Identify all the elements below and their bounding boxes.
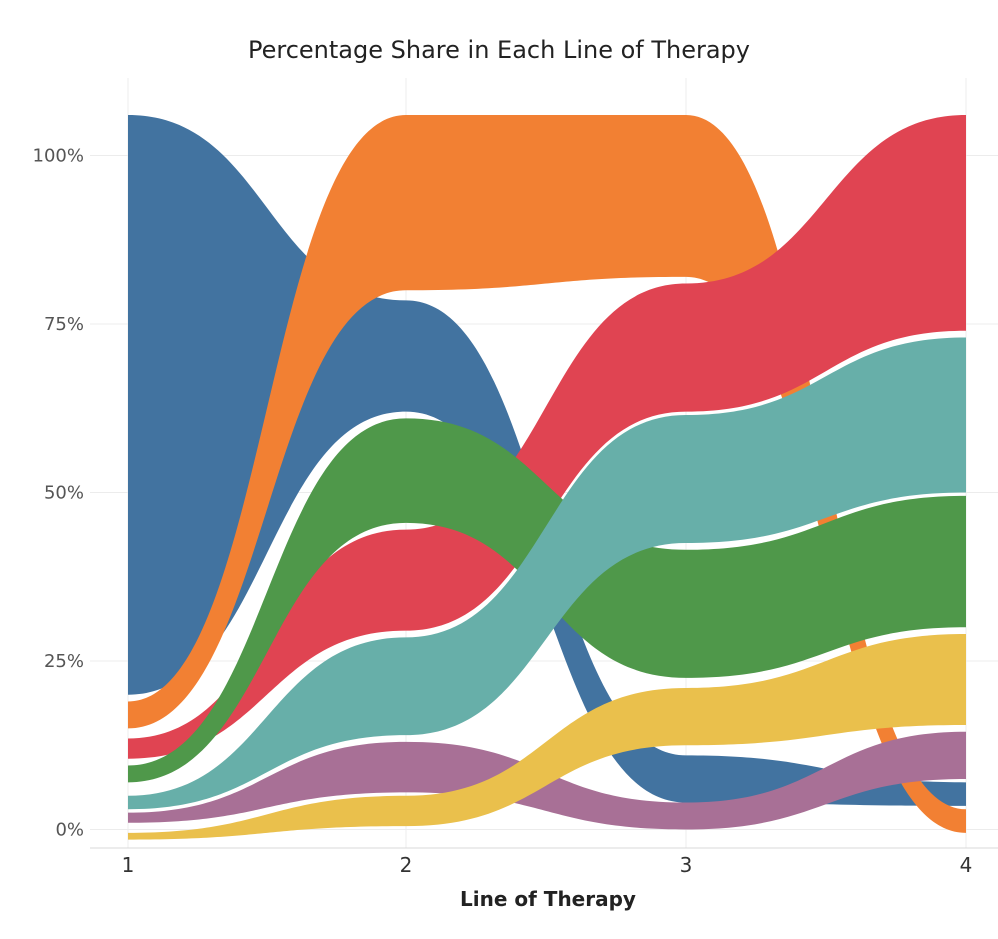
x-tick-label-2: 3 <box>680 853 693 877</box>
x-tick-label-1: 2 <box>400 853 413 877</box>
flow-band-4 <box>128 337 966 810</box>
x-tick-label-3: 4 <box>960 853 973 877</box>
y-tick-label-0: 0% <box>55 820 84 841</box>
x-tick-label-0: 1 <box>122 853 135 877</box>
x-axis-label: Line of Therapy <box>460 887 636 911</box>
flow-band-6 <box>128 634 966 840</box>
axes: 0% 25% 50% 75% 100% 1 2 3 4 Line of Therapy <box>33 146 998 911</box>
chart-title: Percentage Share in Each Line of Therapy <box>248 36 750 64</box>
flow-band-2 <box>128 115 966 759</box>
y-tick-label-1: 25% <box>44 651 84 672</box>
y-tick-label-3: 75% <box>44 314 84 335</box>
y-tick-label-4: 100% <box>33 146 84 167</box>
flow-bands <box>128 115 966 840</box>
y-tick-label-2: 50% <box>44 483 84 504</box>
